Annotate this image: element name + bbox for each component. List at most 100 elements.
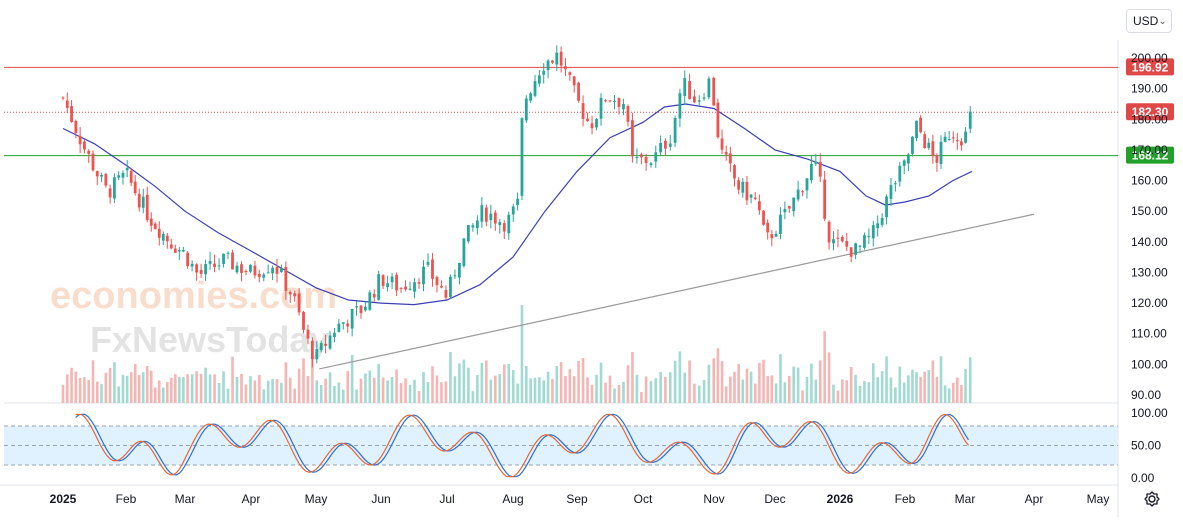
volume-bar <box>927 370 931 403</box>
candle-body <box>315 349 319 360</box>
volume-bar <box>104 372 108 403</box>
volume-bar <box>889 377 893 403</box>
volume-bars <box>61 305 972 403</box>
volume-bar <box>288 377 292 403</box>
volume-bar <box>581 357 585 403</box>
candle-body <box>100 174 103 177</box>
volume-bar <box>386 380 389 403</box>
volume-bar <box>542 380 546 403</box>
candle-body <box>796 189 800 200</box>
volume-bar <box>235 376 239 403</box>
volume-bar <box>595 374 598 403</box>
candle-body <box>306 329 310 339</box>
candle-body <box>968 111 972 129</box>
volume-bar <box>440 382 443 403</box>
volume-bar <box>83 377 86 403</box>
candle-body <box>893 183 897 185</box>
volume-bar <box>956 377 959 403</box>
volume-bar <box>182 377 185 403</box>
volume-bar <box>805 376 809 403</box>
volume-bar <box>810 363 813 403</box>
volume-bar <box>485 360 488 403</box>
volume-bar <box>827 352 831 403</box>
volume-bar <box>898 366 902 403</box>
volume-bar <box>417 390 421 403</box>
volume-bar <box>931 360 935 403</box>
stochastic-d-line <box>75 413 970 478</box>
candle-body <box>133 181 137 194</box>
volume-bar <box>741 379 745 403</box>
volume-bar <box>117 386 120 403</box>
candle-body <box>181 250 185 252</box>
candle-body <box>359 305 363 314</box>
candle-body <box>774 233 778 237</box>
volume-bar <box>359 378 363 403</box>
candle-body <box>61 97 65 99</box>
candle-body <box>190 263 194 267</box>
volume-bar <box>590 384 594 403</box>
candle-body <box>341 322 345 324</box>
volume-bar <box>408 384 412 403</box>
candle-body <box>507 214 511 234</box>
candle-body <box>516 198 520 205</box>
candle-body <box>453 275 457 277</box>
volume-bar <box>753 383 757 403</box>
volume-bar <box>525 366 528 403</box>
volume-bar <box>774 383 778 403</box>
candle-body <box>333 332 336 338</box>
candle-body <box>161 234 165 241</box>
candle-body <box>595 119 598 128</box>
volume-bar <box>836 390 840 403</box>
volume-bar <box>779 354 782 403</box>
volume-bar <box>333 386 336 403</box>
volume-bar <box>801 390 804 403</box>
settings-gear-icon[interactable] <box>1142 489 1162 509</box>
volume-bar <box>467 367 470 403</box>
candle-body <box>244 270 248 273</box>
time-tick-label: Aug <box>502 492 523 506</box>
candle-body <box>745 181 749 201</box>
candle-body <box>939 141 943 164</box>
candle-body <box>113 177 116 199</box>
volume-bar <box>880 371 884 403</box>
candle-body <box>293 293 297 297</box>
volume-bar <box>70 367 73 403</box>
volume-bar <box>149 370 153 403</box>
candle-body <box>728 153 732 164</box>
candle-body <box>408 288 412 290</box>
candle-body <box>542 70 546 75</box>
candle-body <box>599 97 603 119</box>
candle-body <box>377 274 381 300</box>
candlesticks <box>61 45 972 368</box>
volume-bar <box>919 376 922 403</box>
candle-body <box>297 293 301 313</box>
volume-bar <box>599 362 603 403</box>
candle-body <box>586 118 589 122</box>
moving-average <box>62 103 973 306</box>
volume-bar <box>368 370 372 403</box>
volume-bar <box>635 374 639 403</box>
volume-bar <box>712 358 716 403</box>
candle-body <box>186 252 190 267</box>
volume-bar <box>770 375 774 403</box>
price-tick-label: 170.00 <box>1131 143 1168 157</box>
time-tick-label: Nov <box>703 492 724 506</box>
candle-body <box>823 179 827 219</box>
currency-selector[interactable]: USD ⌄ <box>1126 9 1172 33</box>
volume-bar <box>911 369 914 403</box>
volume-bar <box>664 376 667 403</box>
volume-bar <box>716 348 720 403</box>
candle-body <box>836 237 840 239</box>
candle-body <box>906 154 910 164</box>
candle-body <box>480 205 484 222</box>
volume-bar <box>204 367 207 403</box>
stochastic-tick-label: 50.00 <box>1131 439 1161 453</box>
volume-bar <box>476 375 479 403</box>
volume-bar <box>297 368 301 403</box>
volume-bar <box>141 372 145 403</box>
volume-bar <box>395 369 398 403</box>
volume-bar <box>311 356 314 403</box>
volume-bar <box>907 375 910 403</box>
